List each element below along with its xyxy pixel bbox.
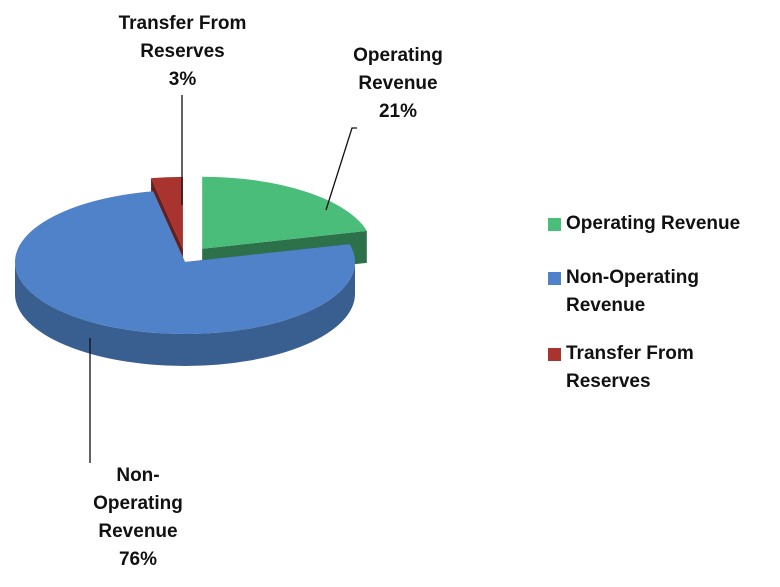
data-label: Transfer From Reserves 3% xyxy=(100,10,265,94)
slice xyxy=(202,176,367,249)
legend-swatch xyxy=(548,218,561,231)
data-label: Non-Operating Revenue 76% xyxy=(88,462,188,574)
data-label-name: Transfer From Reserves xyxy=(118,13,247,62)
data-label-value: 21% xyxy=(378,101,418,122)
legend-swatch xyxy=(548,348,561,361)
slice xyxy=(151,176,183,249)
data-label: Operating Revenue 21% xyxy=(343,42,453,126)
slice xyxy=(15,191,356,335)
data-label-value: 76% xyxy=(118,549,158,570)
legend-label: Transfer From Reserves xyxy=(566,343,694,392)
data-label-name: Operating Revenue xyxy=(353,45,443,94)
leader-line xyxy=(325,127,357,211)
data-label-name: Non-Operating Revenue xyxy=(93,465,183,542)
slice-side xyxy=(15,262,355,366)
legend-label: Operating Revenue xyxy=(566,213,741,234)
data-label-value: 3% xyxy=(168,69,197,90)
legend-label: Non-Operating Revenue xyxy=(566,267,699,316)
legend-swatch xyxy=(548,272,561,285)
